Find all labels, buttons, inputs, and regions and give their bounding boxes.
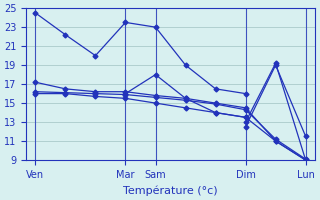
X-axis label: Température (°c): Température (°c) bbox=[123, 185, 218, 196]
